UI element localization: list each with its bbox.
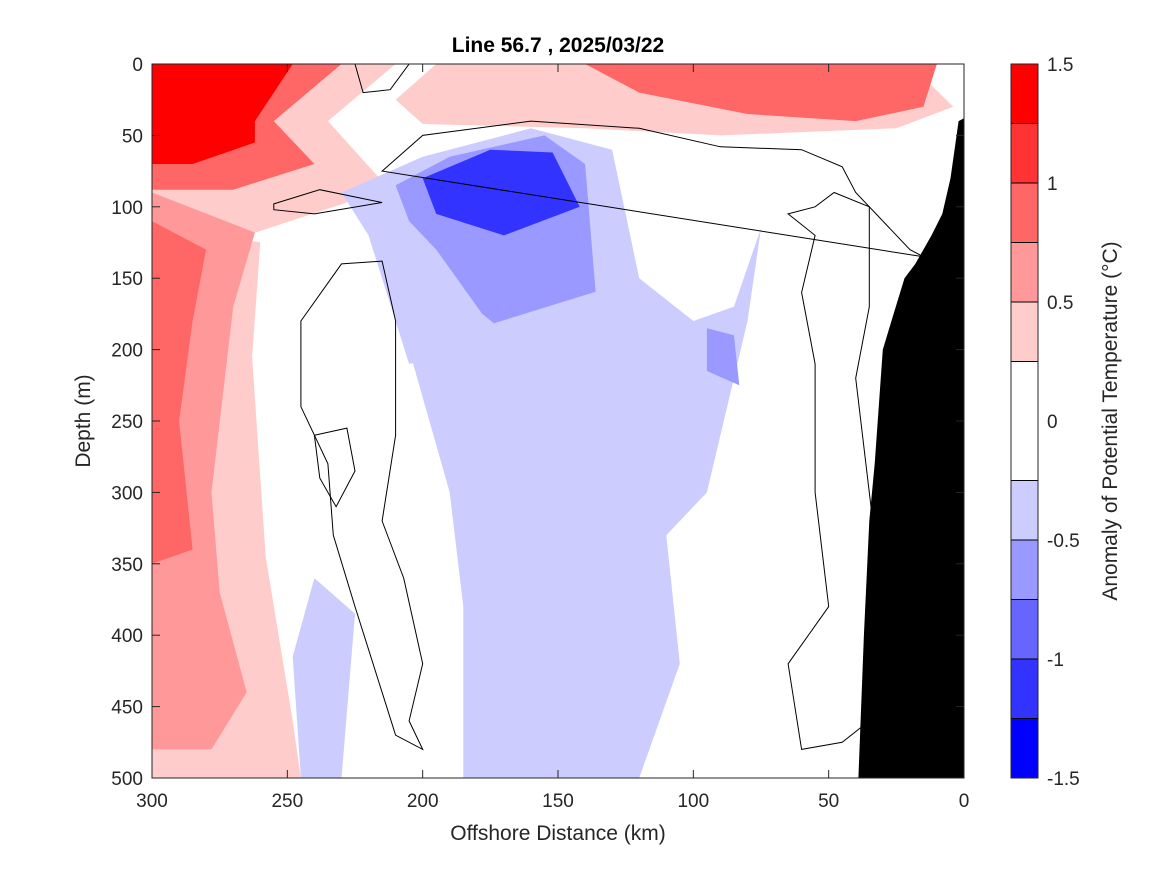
contour-surface-upper — [354, 64, 410, 94]
x-tick-label: 100 — [677, 791, 709, 812]
x-axis-label: Offshore Distance (km) — [450, 822, 666, 845]
y-tick-label: 500 — [111, 769, 143, 790]
zero-contours — [273, 64, 924, 751]
field-cold-east-patch — [706, 328, 740, 386]
x-tick-label: 50 — [818, 791, 839, 812]
colorbar-frame — [1010, 63, 1039, 779]
y-axis-label: Depth (m) — [72, 374, 95, 467]
colorbar-segment — [1011, 242, 1038, 302]
field-cold-deep-central — [409, 228, 761, 778]
y-tick-label: 250 — [111, 412, 143, 433]
colorbar-segment — [1011, 599, 1038, 659]
colorbar-tick-label: 1 — [1047, 174, 1058, 195]
contour-offshore-loop — [273, 189, 383, 215]
field-cold-deep-west — [292, 578, 355, 778]
x-tick-label: 300 — [136, 791, 168, 812]
colorbar-tick-label: 0 — [1047, 412, 1058, 433]
x-tick-label: 150 — [542, 791, 574, 812]
colorbar-tick-label: -1 — [1047, 650, 1064, 671]
y-tick-label: 200 — [111, 341, 143, 362]
colorbar: 1.5 1 0.5 0 -0.5 -1 -1.5 — [1010, 55, 1080, 790]
colorbar-segment — [1011, 540, 1038, 600]
y-axis: 0 50 100 150 200 250 300 350 400 450 500 — [111, 55, 964, 790]
field-warm-offshore-deep-max — [152, 221, 207, 564]
colorbar-label: Anomaly of Potential Temperature (°C) — [1099, 241, 1122, 600]
colorbar-segment — [1011, 302, 1038, 362]
y-tick-label: 0 — [132, 55, 143, 76]
x-tick-label: 0 — [959, 791, 970, 812]
contour-upper-boundary — [380, 120, 924, 258]
y-tick-label: 400 — [111, 626, 143, 647]
y-tick-label: 100 — [111, 198, 143, 219]
contour-west-deep — [300, 260, 424, 751]
colorbar-segment — [1011, 64, 1038, 124]
y-tick-label: 350 — [111, 555, 143, 576]
colorbar-tick-label: 0.5 — [1047, 293, 1073, 314]
bathymetry — [858, 118, 964, 778]
colorbar-segment — [1011, 480, 1038, 540]
x-axis: 300 250 200 150 100 50 0 — [136, 64, 969, 812]
colorbar-segment — [1011, 659, 1038, 719]
anomaly-fields — [152, 64, 954, 778]
y-tick-label: 450 — [111, 698, 143, 719]
y-tick-label: 300 — [111, 483, 143, 504]
field-warm-nearshore-surface-core — [585, 64, 937, 122]
x-tick-label: 200 — [407, 791, 439, 812]
colorbar-tick-label: -0.5 — [1047, 531, 1080, 552]
x-tick-label: 250 — [271, 791, 303, 812]
contour-west-loop — [313, 427, 356, 508]
field-warm-offshore-upper-max — [152, 64, 293, 164]
y-tick-label: 50 — [122, 126, 143, 147]
chart-title: Line 56.7 , 2025/03/22 — [452, 34, 664, 57]
seafloor — [858, 118, 964, 778]
field-cold-core-upper-strong — [422, 149, 580, 236]
colorbar-tick-label: 1.5 — [1047, 55, 1073, 76]
contour-east-band — [787, 191, 884, 750]
y-tick-label: 150 — [111, 269, 143, 290]
colorbar-segment — [1011, 718, 1038, 778]
colorbar-tick-label: -1.5 — [1047, 769, 1080, 790]
colorbar-segment — [1011, 123, 1038, 183]
colorbar-segment — [1011, 183, 1038, 243]
colorbar-segment — [1011, 361, 1038, 481]
